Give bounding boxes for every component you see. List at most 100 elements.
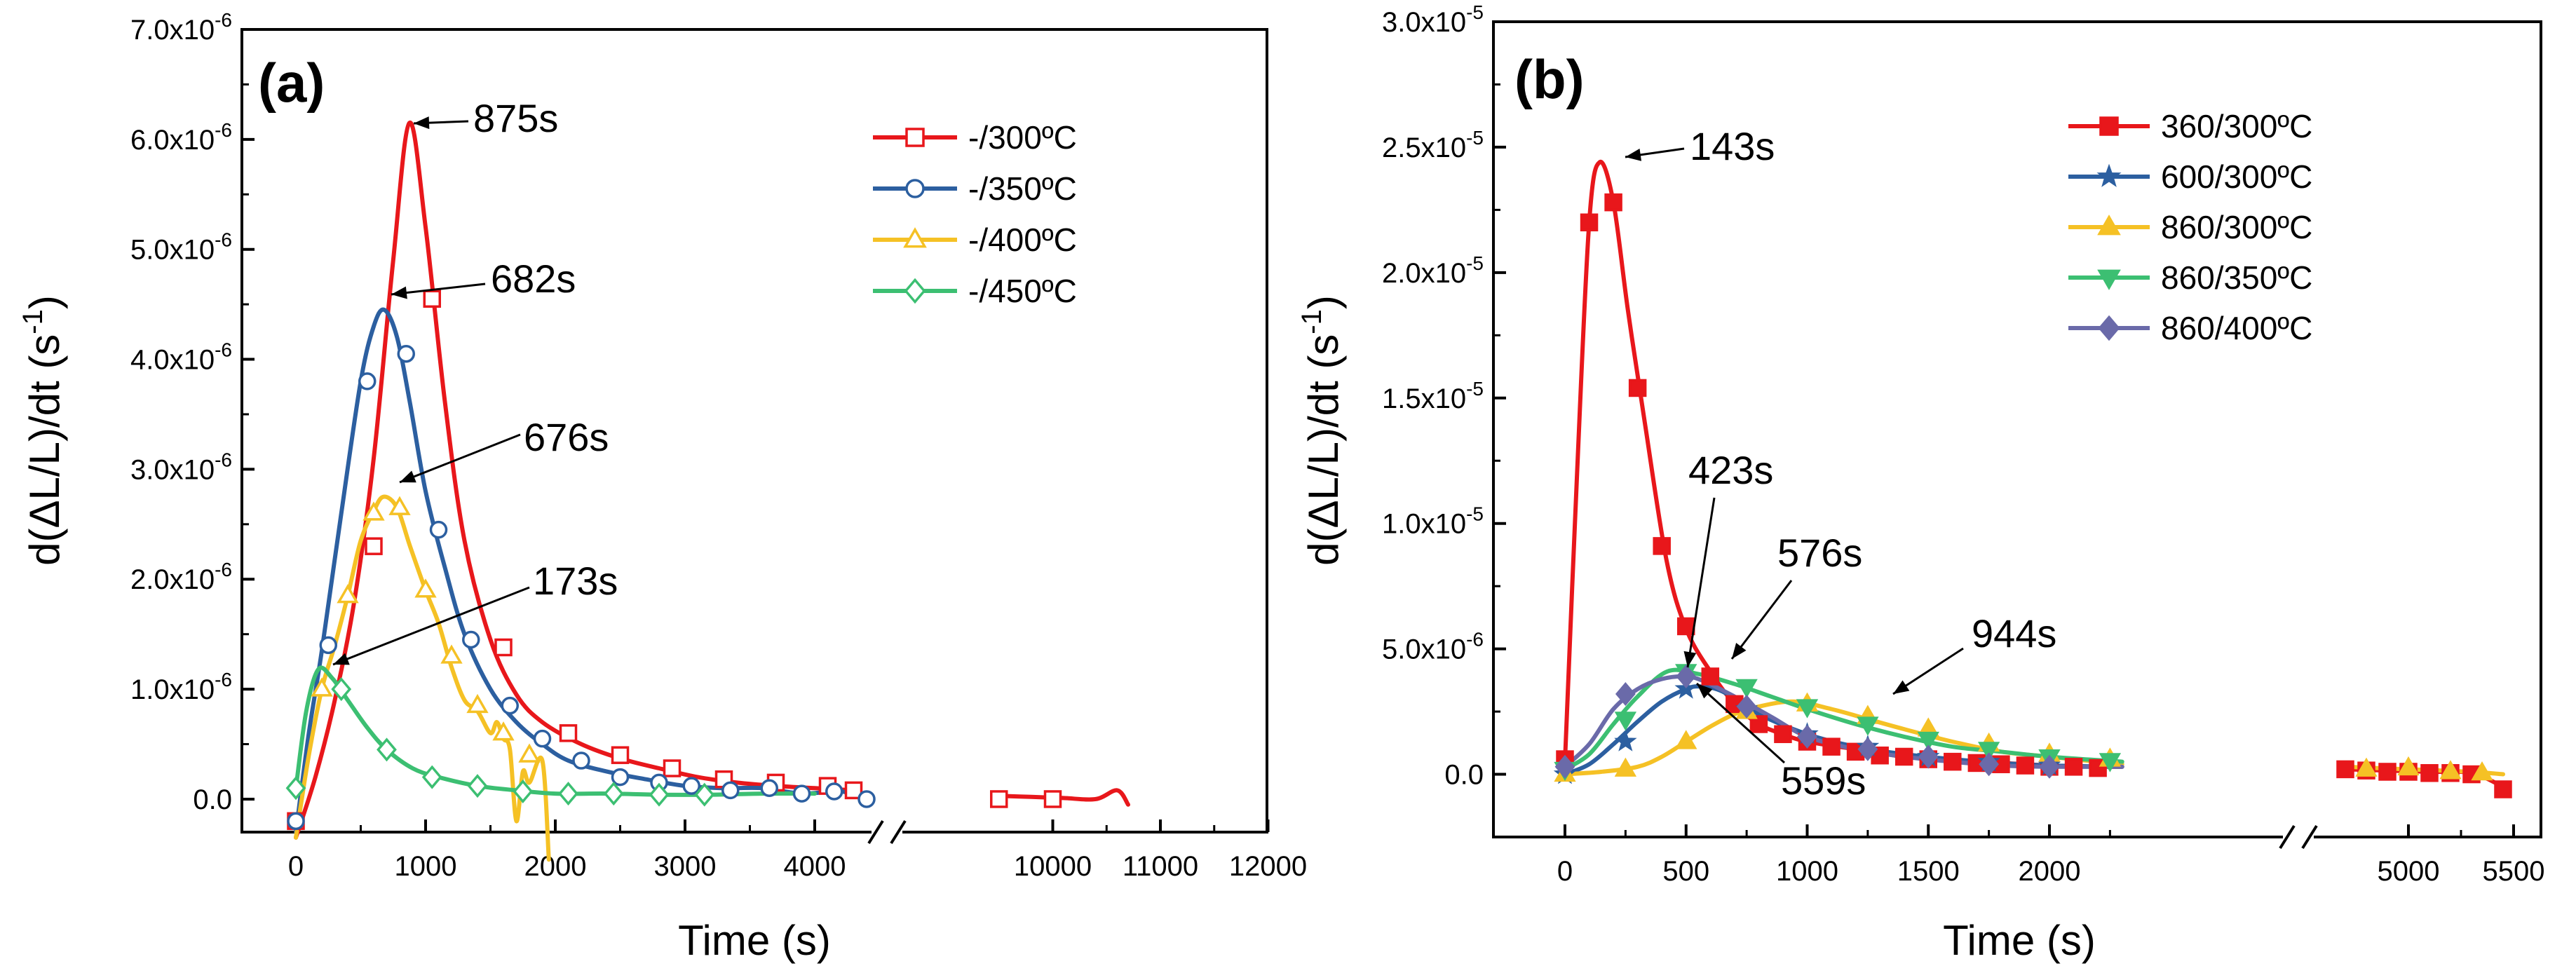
y-tick-mantissa: 1.0x10	[130, 674, 215, 705]
data-point	[2336, 760, 2354, 779]
y-tick-exponent: -6	[1466, 629, 1484, 651]
data-point	[331, 677, 352, 702]
data-point	[414, 578, 437, 598]
data-point	[1675, 730, 1697, 749]
legend-marker	[2097, 215, 2121, 236]
y-ticks-b: 0.0 5.0x10-6 1.0x10-5 1.5x10-5 2.0x10-5 2.5x1…	[1382, 1, 1506, 791]
data-point	[337, 584, 359, 604]
legend-label: 360/300ºC	[2161, 108, 2312, 144]
axis-break-slash	[867, 819, 884, 845]
y-tick-label: 7.0x10-6	[130, 9, 232, 46]
x-tick-label: 5500	[2483, 856, 2545, 887]
axis-break-a	[867, 819, 907, 845]
annotation-arrow	[1686, 497, 1716, 668]
data-point	[319, 636, 337, 655]
annotation-arrowhead	[333, 653, 350, 665]
y-tick-mantissa: 5.0x10	[130, 235, 215, 266]
x-tick-label: 5000	[2378, 856, 2440, 887]
annotation-label: 143s	[1690, 124, 1775, 168]
y-ticks-a: 0.01.0x10-62.0x10-63.0x10-64.0x10-65.0x1…	[130, 9, 255, 815]
axis-break-slash	[2279, 824, 2296, 850]
series-line	[1563, 667, 2124, 772]
data-point	[1615, 682, 1636, 707]
x-tick-label: 0	[1557, 856, 1573, 887]
x-tick-label: 2000	[524, 851, 587, 882]
y-tick-mantissa: 3.0x10	[130, 454, 215, 485]
y-tick-label: 5.0x10-6	[130, 229, 232, 266]
y-tick-exponent: -6	[215, 119, 232, 141]
y-tick-exponent: -6	[215, 229, 232, 251]
data-point	[466, 693, 489, 714]
legend-label: -/350ºC	[968, 170, 1077, 207]
data-point	[467, 774, 488, 798]
annotations-a: 875s 682s 676s 173s	[332, 96, 618, 666]
annotation-arrow	[391, 283, 486, 296]
annotation-label: 423s	[1688, 448, 1773, 492]
x-tick-label: 12000	[1229, 851, 1307, 882]
data-point	[2378, 763, 2397, 781]
y-tick-exponent: -5	[1466, 503, 1484, 525]
data-point	[682, 777, 700, 795]
data-point	[1774, 725, 1792, 744]
annotation-label: 944s	[1972, 611, 2056, 655]
x-tick-label: 4000	[784, 851, 846, 882]
plot-frame-b	[1492, 20, 2542, 838]
y-tick-exponent: -6	[215, 559, 232, 580]
annotation-arrowhead	[414, 116, 430, 130]
y-axis-title-close-b: )	[1300, 295, 1347, 309]
y-tick-label: 3.0x10-5	[1382, 1, 1484, 38]
y-tick-mantissa: 5.0x10	[1382, 634, 1466, 665]
x-ticks-a: 0 1000 2000 3000 4000 10000 11000 12000	[288, 819, 1307, 882]
x-tick-label: 500	[1662, 856, 1709, 887]
data-point	[2420, 763, 2439, 782]
data-point	[1797, 724, 1817, 749]
y-tick-mantissa: 3.0x10	[1382, 7, 1466, 38]
y-tick-label: 1.5x10-5	[1382, 378, 1484, 414]
y-tick-mantissa: 2.5x10	[1382, 132, 1466, 163]
plot-frame-a	[240, 28, 1268, 833]
y-tick-label: 1.0x10-6	[130, 669, 232, 705]
axis-break-gap	[872, 828, 902, 836]
x-tick-label: 0	[288, 851, 304, 882]
data-point	[1979, 752, 2000, 777]
annotation-arrow	[1730, 580, 1793, 660]
x-tick-label: 11000	[1123, 851, 1198, 882]
data-point	[1614, 729, 1637, 751]
x-tick-label: 1000	[1776, 856, 1838, 887]
data-point	[1580, 213, 1599, 232]
y-axis-title-sup-a: -1	[18, 309, 48, 334]
legend-marker	[2098, 315, 2120, 341]
y-tick-mantissa: 6.0x10	[130, 125, 215, 156]
data-point	[611, 768, 630, 787]
annotation-label: 576s	[1777, 531, 1862, 575]
data-point	[1628, 379, 1647, 397]
data-point	[2039, 754, 2060, 779]
axis-break-slash	[2301, 824, 2318, 850]
series-line	[294, 494, 551, 862]
annotation-arrowhead	[400, 470, 416, 483]
y-tick-exponent: -6	[215, 9, 232, 31]
y-tick-label: 0.0	[1444, 760, 1484, 791]
series-markers-a	[285, 290, 1062, 831]
data-point	[792, 784, 811, 803]
y-tick-label: 1.0x10-5	[1382, 503, 1484, 540]
y-tick-label: 5.0x10-6	[1382, 629, 1484, 665]
data-point	[533, 729, 552, 748]
x-tick-label: 10000	[1014, 851, 1092, 882]
data-point	[429, 520, 448, 539]
y-axis-title-a: d(ΔL/L)/dt (s-1)	[18, 295, 68, 566]
legend-marker	[905, 128, 925, 147]
data-point	[311, 677, 333, 697]
x-tick-label: 1000	[395, 851, 457, 882]
legend-label: 860/400ºC	[2161, 310, 2312, 346]
data-point	[1857, 716, 1879, 736]
data-point	[558, 782, 578, 806]
y-tick-label: 0.0	[193, 784, 232, 815]
data-point	[285, 776, 306, 801]
data-point	[287, 812, 305, 831]
panel-label-a: (a)	[258, 52, 325, 114]
annotation-arrowhead	[1732, 643, 1747, 659]
y-tick-exponent: -6	[215, 339, 232, 361]
y-tick-label: 2.0x10-5	[1382, 252, 1484, 289]
